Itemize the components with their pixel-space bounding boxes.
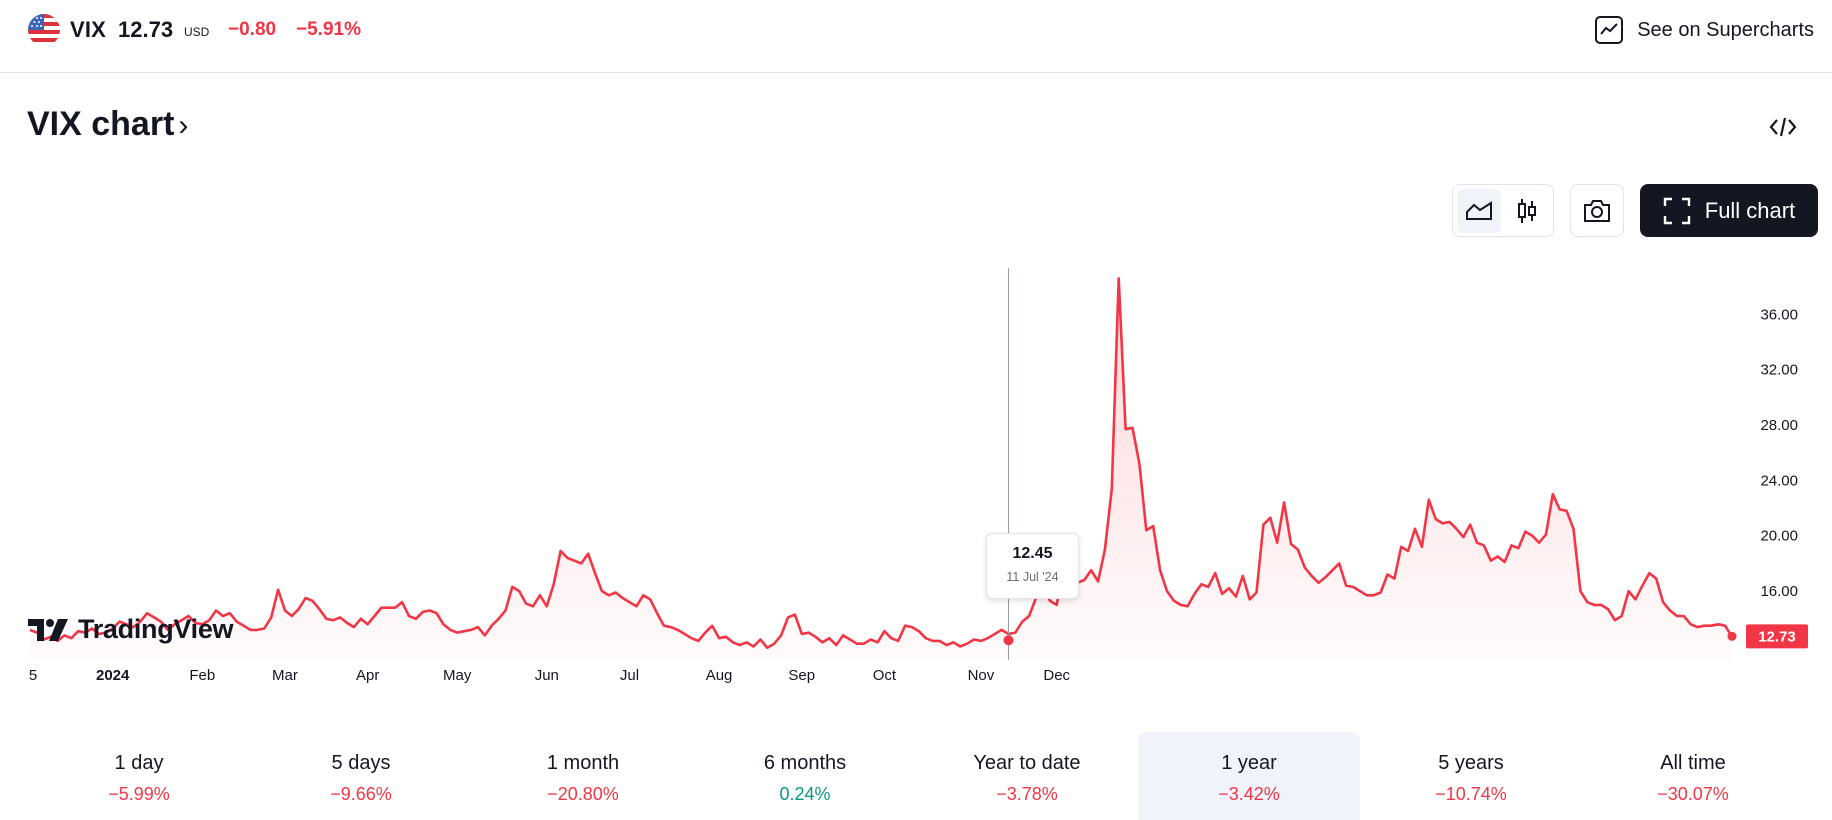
x-tick-label: Sep [788, 667, 815, 684]
period-label: 1 month [546, 752, 620, 774]
last-price-label: 12.73 [1758, 628, 1796, 645]
x-tick-label: Feb [189, 667, 215, 684]
x-tick-label: 2024 [96, 667, 130, 684]
x-tick-label: Nov [968, 667, 995, 684]
x-tick-label: Dec [1043, 667, 1070, 684]
see-on-supercharts-link[interactable]: See on Supercharts [1595, 14, 1814, 46]
tradingview-logo-icon [28, 618, 68, 641]
chevron-right-icon: › [178, 109, 189, 142]
tooltip-value: 12.45 [1012, 545, 1053, 562]
last-price-badge: 12.73 [1746, 624, 1808, 649]
period-change: −30.07% [1657, 784, 1729, 804]
x-tick-label: Jun [535, 667, 559, 684]
full-chart-button[interactable]: Full chart [1640, 184, 1818, 237]
period-label: 6 months [763, 752, 847, 774]
tooltip-date: 11 Jul '24 [1006, 570, 1059, 584]
us-flag-icon [28, 14, 60, 46]
x-tick-label: May [443, 667, 472, 684]
period-tab[interactable]: 1 year −3.42% [1138, 732, 1360, 820]
period-tab[interactable]: 5 years −10.74% [1360, 732, 1582, 820]
symbol-ticker: VIX [70, 17, 107, 42]
y-tick-label: 28.00 [1760, 417, 1798, 434]
last-price: 12.73 [118, 17, 174, 42]
crosshair-tooltip: 12.45 11 Jul '24 [986, 533, 1079, 599]
camera-icon [1584, 199, 1610, 222]
x-tick-label: 5 [29, 667, 37, 684]
snapshot-button[interactable] [1570, 184, 1624, 237]
period-change: −20.80% [547, 784, 619, 804]
period-selector: 1 day −5.99% 5 days −9.66% 1 month −20.80% 6 m… [28, 732, 1804, 820]
area-style-button[interactable] [1457, 188, 1501, 233]
period-change: −9.66% [330, 784, 392, 804]
y-tick-label: 32.00 [1760, 362, 1798, 379]
symbol-header: VIX 12.73 USD −0.80 −5.91% See on Superc… [0, 0, 1832, 73]
chart-style-toggle [1452, 184, 1554, 237]
period-change: −3.78% [996, 784, 1058, 804]
period-change: −5.99% [108, 784, 170, 804]
candle-style-button[interactable] [1505, 189, 1549, 233]
y-tick-label: 24.00 [1760, 472, 1798, 489]
price-change-percent: −5.91% [296, 19, 361, 40]
period-tab[interactable]: Year to date −3.78% [916, 732, 1138, 820]
period-change: 0.24% [779, 784, 831, 804]
period-tab[interactable]: 5 days −9.66% [250, 732, 472, 820]
x-tick-label: Aug [706, 667, 733, 684]
chart-title: VIX chart [27, 105, 175, 143]
crosshair-point [1003, 635, 1014, 646]
tradingview-logo-text: TradingView [78, 614, 234, 644]
see-on-supercharts-label: See on Supercharts [1637, 18, 1814, 41]
period-label: 1 year [1221, 752, 1277, 774]
last-price-point [1727, 631, 1737, 641]
x-tick-label: Oct [873, 667, 897, 684]
candlestick-icon [1518, 198, 1536, 223]
period-label: All time [1660, 752, 1726, 774]
area-chart-icon [1466, 200, 1492, 220]
period-tab[interactable]: 1 day −5.99% [28, 732, 250, 820]
x-tick-label: Mar [272, 667, 298, 684]
x-tick-label: Jul [620, 667, 639, 684]
y-tick-label: 36.00 [1760, 306, 1798, 323]
period-tab[interactable]: All time −30.07% [1582, 732, 1804, 820]
series-area [30, 278, 1732, 660]
period-label: 5 days [331, 752, 391, 774]
fullscreen-icon [1663, 197, 1690, 224]
period-tab[interactable]: 6 months 0.24% [694, 732, 916, 820]
y-tick-label: 20.00 [1760, 528, 1798, 545]
vix-area-chart[interactable]: 5 2024 Feb Mar Apr May Jun Jul Aug Sep Oct Nov Dec 1… [0, 262, 1832, 692]
chart-line-icon [1595, 16, 1624, 44]
y-tick-label: 16.00 [1760, 583, 1798, 600]
tradingview-logo: TradingView [28, 614, 234, 645]
period-label: 5 years [1438, 752, 1504, 774]
period-tab[interactable]: 1 month −20.80% [472, 732, 694, 820]
embed-code-icon[interactable] [1768, 112, 1798, 142]
period-label: Year to date [973, 752, 1081, 774]
period-change: −10.74% [1435, 784, 1507, 804]
price-change: −0.80 [228, 19, 277, 40]
series-line [29, 277, 1734, 650]
period-label: 1 day [114, 752, 164, 774]
x-tick-label: Apr [356, 667, 379, 684]
chart-title-link[interactable]: VIX chart › [27, 105, 188, 144]
full-chart-label: Full chart [1704, 197, 1796, 223]
period-change: −3.42% [1218, 784, 1280, 804]
currency-label: USD [184, 25, 210, 39]
